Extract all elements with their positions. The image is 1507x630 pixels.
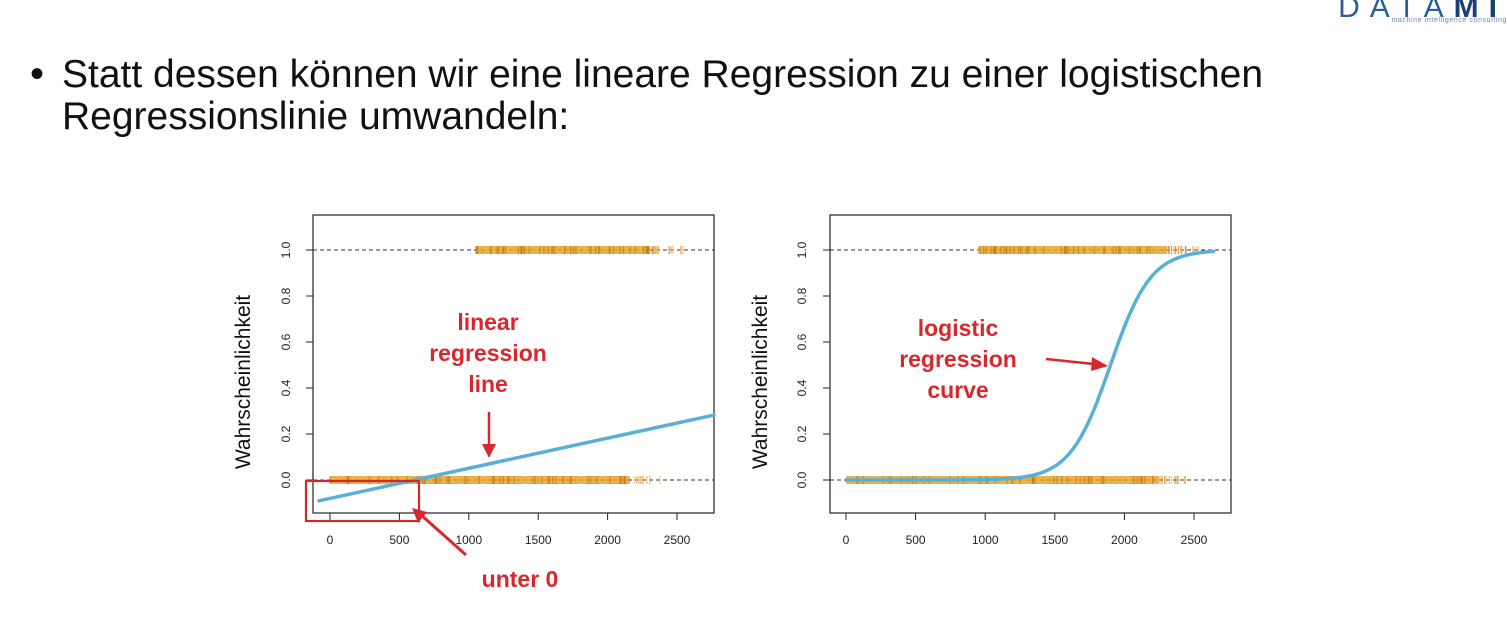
plot-frame <box>829 214 1232 514</box>
x-tick-label: 500 <box>906 533 926 547</box>
slide-text-line-1: Statt dessen können wir eine lineare Reg… <box>62 53 1264 96</box>
y-axis-label: Wahrscheinlichkeit <box>232 295 255 469</box>
slide-text-line-2: Regressionslinie umwandeln: <box>62 95 570 138</box>
x-tick-label: 2000 <box>594 533 621 547</box>
slide-text: Statt dessen können wir eine lineare Reg… <box>62 54 1462 138</box>
logo-wordmark: DATAMI <box>1338 0 1507 24</box>
y-tick-label: 0.2 <box>279 425 293 442</box>
chart-2: 0 500 1000 1500 2000 2500 0.0 0.2 0.4 0.6 0.8 1.0 Wa… <box>749 214 1232 547</box>
linear-regression-line <box>317 413 716 503</box>
points-band-y1 <box>475 246 650 254</box>
annotation-label: regression <box>429 340 547 366</box>
plot-frame <box>312 214 715 514</box>
x-tick-label: 2000 <box>1111 533 1138 547</box>
y-tick-label: 0.0 <box>279 471 293 488</box>
company-logo: DATAMI machine intelligence consulting <box>1327 0 1507 30</box>
annotation-label: linear <box>457 309 518 335</box>
highlight-label: unter 0 <box>482 566 559 592</box>
y-tick-label: 1.0 <box>795 241 809 258</box>
x-tick-label: 1000 <box>455 533 482 547</box>
x-tick-label: 0 <box>843 533 850 547</box>
y-tick-label: 0.4 <box>279 379 293 396</box>
x-tick-label: 1000 <box>972 533 999 547</box>
points-band-y1 <box>978 246 1167 254</box>
x-tick-label: 1500 <box>1041 533 1068 547</box>
annotation-label: curve <box>927 377 988 403</box>
y-axis-label: Wahrscheinlichkeit <box>749 295 772 469</box>
y-tick-label: 0.2 <box>795 425 809 442</box>
annotation-arrow-head <box>1091 357 1108 371</box>
y-tick-label: 0.6 <box>795 333 809 350</box>
highlight-arrow-shaft <box>419 512 467 557</box>
y-tick-label: 0.0 <box>795 471 809 488</box>
highlight-arrow-head <box>412 508 427 523</box>
annotation-label: regression <box>899 346 1017 372</box>
x-tick-label: 500 <box>389 533 409 547</box>
y-tick-label: 0.6 <box>279 333 293 350</box>
x-tick-label: 2500 <box>1181 533 1208 547</box>
y-tick-label: 1.0 <box>279 241 293 258</box>
annotation-arrow-head <box>482 444 496 458</box>
highlight-box <box>304 479 421 523</box>
y-tick-label: 0.4 <box>795 379 809 396</box>
annotation-arrow-shaft <box>1045 357 1095 366</box>
x-tick-label: 1500 <box>525 533 552 547</box>
x-tick-label: 0 <box>327 533 334 547</box>
annotation-label: logistic <box>918 315 999 341</box>
y-tick-label: 0.8 <box>795 287 809 304</box>
y-tick-label: 0.8 <box>279 287 293 304</box>
bullet-marker: • <box>30 52 45 96</box>
annotation-label: line <box>468 371 508 397</box>
chart-1: 0 500 1000 1500 2000 2500 0.0 0.2 0.4 0.6 0.8 1.0 Wa… <box>232 214 716 592</box>
x-tick-label: 2500 <box>664 533 691 547</box>
logo-tagline: machine intelligence consulting <box>1391 17 1507 24</box>
logistic-regression-curve <box>844 249 1216 482</box>
